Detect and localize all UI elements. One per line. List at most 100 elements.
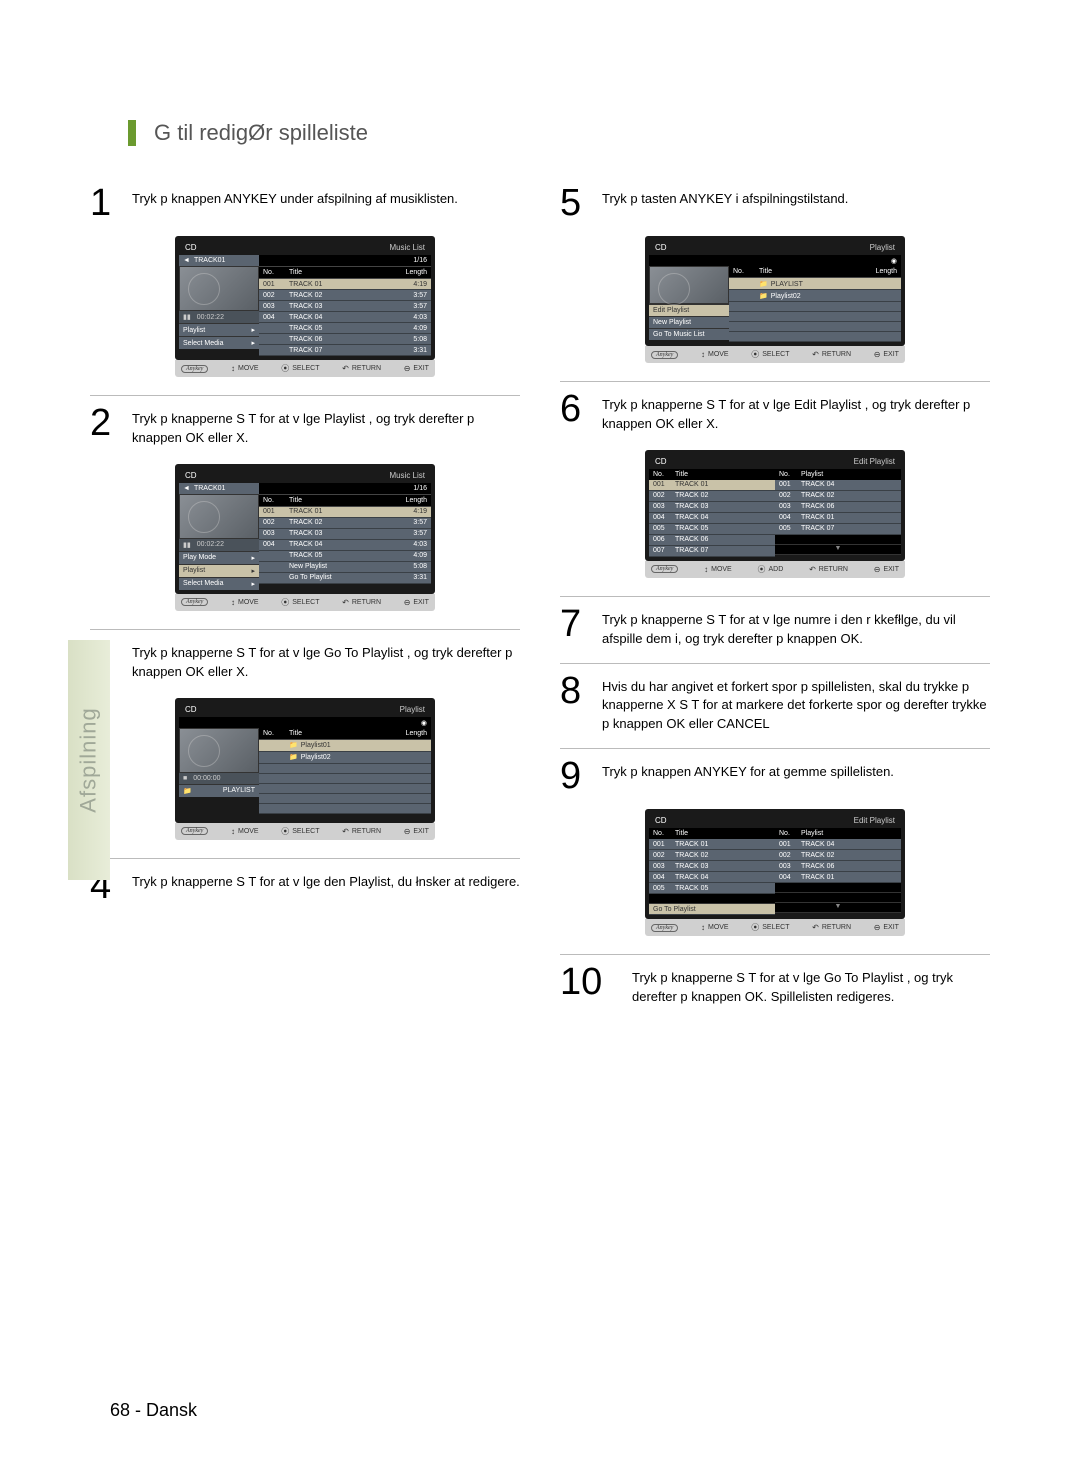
menu-play-mode[interactable]: Play Mode▸ — [179, 551, 259, 564]
submenu-goto-playlist[interactable]: Go To Playlist3:31 — [259, 573, 431, 584]
track-row[interactable]: 001TRACK 014:19 — [259, 279, 431, 290]
track-row[interactable]: 006TRACK 06 — [649, 535, 775, 546]
track-name: TRACK01 — [194, 485, 226, 492]
track-row[interactable]: 002TRACK 02 — [649, 491, 775, 502]
move-icon: ↕ — [231, 827, 235, 836]
col-no: No. — [779, 471, 801, 478]
playlist-row[interactable]: 002TRACK 02 — [775, 850, 901, 861]
step-4: 4 Tryk p knapperne S T for at v lge den … — [90, 859, 520, 917]
step-number: 10 — [560, 965, 622, 999]
track-row[interactable]: 004TRACK 04 — [649, 513, 775, 524]
track-row[interactable]: 001TRACK 014:19 — [259, 507, 431, 518]
track-row[interactable]: 001TRACK 01 — [649, 480, 775, 491]
track-row[interactable]: 003TRACK 03 — [649, 502, 775, 513]
menu-playlist[interactable]: Playlist ▸ — [179, 323, 259, 336]
anykey-pill: Anykey — [181, 598, 208, 606]
track-row[interactable]: TRACK 054:09 — [259, 551, 431, 562]
playlist-row[interactable]: 001TRACK 04 — [775, 839, 901, 850]
step-2: 2 Tryk p knapperne S T for at v lge Play… — [90, 396, 520, 630]
track-row[interactable]: 001TRACK 01 — [649, 839, 775, 850]
goto-playlist-button[interactable]: Go To Playlist — [649, 904, 775, 915]
folder-icon: 📁 — [183, 787, 192, 795]
screen-title: Music List — [389, 243, 425, 252]
playlist-label: 📁 PLAYLIST — [179, 784, 259, 797]
playlist-row[interactable]: 003TRACK 06 — [775, 861, 901, 872]
playlist-row[interactable]: Playlist01 — [259, 740, 431, 752]
menu-goto-music-list[interactable]: Go To Music List — [649, 328, 729, 340]
submenu-new-playlist[interactable]: New Playlist5:08 — [259, 562, 431, 573]
playlist-row[interactable]: 001TRACK 04 — [775, 480, 901, 491]
step-6: 6 Tryk p knapperne S T for at v lge Edit… — [560, 382, 990, 597]
step-7: 7 Tryk p knapperne S T for at v lge numr… — [560, 597, 990, 664]
step-1: 1 Tryk p knappen ANYKEY under afspilning… — [90, 176, 520, 396]
menu-label: Playlist — [183, 567, 205, 574]
step-text: Tryk p knappen ANYKEY for at gemme spill… — [602, 759, 894, 782]
playlist-row[interactable]: 002TRACK 02 — [775, 491, 901, 502]
step-text: Tryk p knapperne S T for at v lge den Pl… — [132, 869, 520, 892]
menu-new-playlist[interactable]: New Playlist — [649, 316, 729, 328]
track-row[interactable]: TRACK 073:31 — [259, 345, 431, 356]
exit-icon: ⊖ — [404, 364, 411, 373]
track-row[interactable]: 005TRACK 05 — [649, 883, 775, 894]
col-no: No. — [263, 497, 289, 504]
playlist-row[interactable]: PLAYLIST — [729, 278, 901, 290]
select-icon: ⦿ — [281, 826, 289, 837]
menu-select-media[interactable]: Select Media▸ — [179, 577, 259, 590]
track-row[interactable]: 002TRACK 023:57 — [259, 518, 431, 529]
playlist-row[interactable]: Playlist02 — [259, 752, 431, 764]
menu-label: Select Media — [183, 580, 223, 587]
exit-label: EXIT — [413, 365, 429, 372]
step-text: Tryk p knapperne S T for at v lge numre … — [602, 607, 990, 649]
track-row[interactable]: 005TRACK 05 — [649, 524, 775, 535]
track-row[interactable]: 004TRACK 044:03 — [259, 312, 431, 323]
cd-label: CD — [655, 816, 667, 825]
col-title: Title — [759, 268, 861, 275]
step-10: 10 Tryk p knapperne S T for at v lge Go … — [560, 955, 990, 1021]
playlist-row[interactable]: 003TRACK 06 — [775, 502, 901, 513]
track-row[interactable]: 002TRACK 023:57 — [259, 290, 431, 301]
playlist-row[interactable]: 004TRACK 01 — [775, 513, 901, 524]
col-title: Title — [675, 830, 771, 837]
move-icon: ↕ — [704, 565, 708, 574]
playlist-row[interactable]: 004TRACK 01 — [775, 872, 901, 883]
col-title: Title — [675, 471, 771, 478]
scroll-down-icon: ▼ — [835, 903, 842, 912]
menu-label: Select Media — [183, 340, 223, 347]
select-label: SELECT — [292, 365, 319, 372]
menu-select-media[interactable]: Select Media ▸ — [179, 336, 259, 349]
track-row[interactable]: 003TRACK 033:57 — [259, 529, 431, 540]
playlist-row[interactable]: Playlist02 — [729, 290, 901, 302]
select-icon: ⦿ — [751, 922, 759, 933]
step-number: 1 — [90, 186, 122, 220]
menu-edit-playlist[interactable]: Edit Playlist — [649, 304, 729, 316]
track-row[interactable]: 002TRACK 02 — [649, 850, 775, 861]
menu-playlist-selected[interactable]: Playlist▸ — [179, 564, 259, 577]
track-row[interactable]: 007TRACK 07 — [649, 546, 775, 557]
side-tab: Afspilning — [68, 640, 110, 880]
col-no: No. — [263, 730, 289, 737]
col-len: Length — [391, 497, 427, 504]
track-row[interactable]: 004TRACK 044:03 — [259, 540, 431, 551]
track-row[interactable]: TRACK 054:09 — [259, 323, 431, 334]
exit-label: EXIT — [883, 924, 899, 931]
chevron-right-icon: ▸ — [251, 554, 255, 562]
track-label: ◄ TRACK01 — [179, 255, 259, 266]
select-icon: ⦿ — [751, 349, 759, 360]
exit-icon: ⊖ — [874, 923, 881, 932]
col-playlist: Playlist — [801, 830, 897, 837]
page-number: 68 - Dansk — [110, 1400, 197, 1421]
step-text: Tryk p knappen ANYKEY under afspilning a… — [132, 186, 458, 209]
step-text: Tryk p tasten ANYKEY i afspilningstilsta… — [602, 186, 848, 209]
return-label: RETURN — [819, 566, 848, 573]
col-len: Length — [391, 269, 427, 276]
track-row[interactable]: TRACK 065:08 — [259, 334, 431, 345]
track-row[interactable]: 003TRACK 03 — [649, 861, 775, 872]
speaker-icon: ◄ — [183, 485, 190, 492]
track-row[interactable]: 004TRACK 04 — [649, 872, 775, 883]
playlist-icon: ◉ — [729, 255, 901, 266]
cd-label: CD — [185, 471, 197, 480]
playlist-row[interactable]: 005TRACK 07 — [775, 524, 901, 535]
exit-label: EXIT — [883, 351, 899, 358]
track-row[interactable]: 003TRACK 033:57 — [259, 301, 431, 312]
return-icon: ↶ — [342, 598, 349, 607]
